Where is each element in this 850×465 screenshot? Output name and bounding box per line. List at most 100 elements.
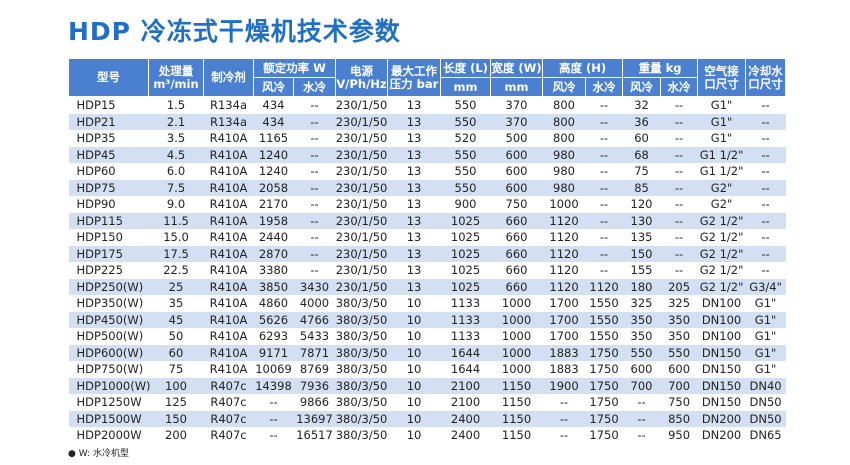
table-row: HDP1500W 150 R407c -- 13697 380/3/50 10 2400 115… bbox=[68, 410, 786, 427]
data-cell: 325 bbox=[668, 296, 691, 310]
data-cell: 700 bbox=[622, 377, 661, 394]
data-cell: 230/1/50 bbox=[335, 245, 388, 262]
data-cell: 180 bbox=[622, 278, 661, 295]
data-cell: G2" bbox=[710, 197, 733, 211]
data-cell: R410A bbox=[203, 179, 254, 196]
data-cell: 1133 bbox=[450, 296, 481, 310]
data-cell: 980 bbox=[542, 146, 586, 163]
data-cell: -- bbox=[660, 179, 698, 196]
header-cell: 宽度 (W) bbox=[490, 58, 544, 78]
data-cell: 10 bbox=[387, 344, 441, 361]
data-cell: 600 bbox=[630, 362, 653, 376]
data-cell: -- bbox=[293, 212, 336, 229]
data-cell: DN100 bbox=[701, 296, 742, 310]
data-cell: 1120 bbox=[549, 263, 579, 277]
data-cell: DN150 bbox=[701, 395, 742, 409]
data-cell: 60 bbox=[148, 344, 204, 361]
data-cell: 125 bbox=[165, 395, 187, 409]
data-cell: -- bbox=[745, 146, 786, 163]
model-cell: HDP45 bbox=[68, 146, 149, 163]
data-cell: 350 bbox=[630, 329, 653, 343]
data-cell: 7936 bbox=[293, 377, 336, 394]
data-cell: 600 bbox=[668, 362, 691, 376]
data-cell: 700 bbox=[660, 377, 698, 394]
data-cell: 980 bbox=[542, 179, 586, 196]
table-row: HDP750(W) 75 R410A 10069 8769 380/3/50 10 1644 1… bbox=[69, 361, 786, 378]
data-cell: G1" bbox=[710, 131, 733, 145]
model-cell: HDP15 bbox=[76, 98, 116, 112]
data-cell: 1000 bbox=[490, 344, 543, 361]
data-cell: 85 bbox=[622, 179, 661, 196]
data-cell: G1" bbox=[754, 329, 777, 343]
data-cell: 36 bbox=[622, 113, 661, 130]
data-cell: G1" bbox=[710, 98, 733, 112]
data-cell: -- bbox=[599, 131, 609, 145]
data-cell: 380/3/50 bbox=[335, 377, 388, 394]
data-cell: 2.1 bbox=[148, 113, 204, 130]
model-cell: HDP450(W) bbox=[68, 311, 149, 328]
data-cell: 660 bbox=[505, 230, 528, 244]
data-cell: 550 bbox=[622, 344, 661, 361]
model-cell: HDP250(W) bbox=[68, 278, 149, 295]
data-cell: 750 bbox=[505, 197, 528, 211]
data-cell: DN200 bbox=[701, 428, 742, 442]
model-cell: HDP1000(W) bbox=[68, 377, 151, 394]
data-cell: -- bbox=[559, 395, 569, 409]
data-cell: G2 1/2" bbox=[699, 230, 744, 244]
data-cell: R410A bbox=[203, 146, 254, 163]
table-body: HDP15 1.5 R134a 434 -- 230/1/50 13 550 370 800 -- 3… bbox=[68, 97, 786, 444]
data-cell: 434 bbox=[262, 98, 285, 112]
data-cell: 1000 bbox=[501, 362, 532, 376]
data-cell: 550 bbox=[660, 344, 698, 361]
data-cell: 1150 bbox=[501, 428, 532, 442]
data-cell: -- bbox=[637, 395, 646, 409]
data-cell: G2 1/2" bbox=[697, 245, 746, 262]
table-row: HDP115 11.5 R410A 1958 -- 230/1/50 13 1025 660 11… bbox=[68, 212, 786, 229]
data-cell: G1" bbox=[745, 311, 786, 328]
data-cell: R410A bbox=[209, 329, 248, 343]
data-cell: 660 bbox=[505, 263, 528, 277]
data-cell: 600 bbox=[490, 179, 543, 196]
table-row: HDP60 6.0 R410A 1240 -- 230/1/50 13 550 600 980 --… bbox=[69, 163, 786, 180]
data-cell: -- bbox=[293, 245, 336, 262]
data-cell: G2" bbox=[697, 179, 746, 196]
data-cell: 60 bbox=[634, 131, 649, 145]
data-cell: 35 bbox=[168, 296, 184, 310]
data-cell: 205 bbox=[660, 278, 698, 295]
data-cell: 2440 bbox=[258, 230, 289, 244]
model-cell: HDP225 bbox=[76, 263, 123, 277]
data-cell: -- bbox=[660, 113, 698, 130]
data-cell: 16517 bbox=[296, 428, 333, 442]
data-cell: 1550 bbox=[585, 311, 623, 328]
data-cell: 230/1/50 bbox=[335, 146, 388, 163]
data-cell: 2400 bbox=[440, 410, 491, 427]
data-cell: 1700 bbox=[542, 311, 586, 328]
data-cell: R410A bbox=[203, 344, 254, 361]
data-cell: 2100 bbox=[450, 395, 481, 409]
data-cell: 1120 bbox=[585, 278, 623, 295]
table-row: HDP225 22.5 R410A 3380 -- 230/1/50 13 1025 660 11… bbox=[69, 262, 786, 279]
data-cell: 3380 bbox=[258, 263, 289, 277]
data-cell: 1000 bbox=[549, 197, 579, 211]
subheader-cell: mm bbox=[440, 77, 492, 97]
data-cell: 550 bbox=[440, 113, 491, 130]
header-cell: 高度 (H) bbox=[542, 58, 624, 78]
data-cell: 13 bbox=[387, 179, 441, 196]
data-cell: 1165 bbox=[258, 131, 289, 145]
data-cell: R134a bbox=[203, 113, 254, 130]
data-cell: 13 bbox=[406, 263, 422, 277]
data-cell: 1750 bbox=[589, 395, 619, 409]
data-cell: R410A bbox=[203, 245, 254, 262]
data-cell: R410A bbox=[209, 362, 248, 376]
model-cell: HDP21 bbox=[68, 113, 149, 130]
data-cell: -- bbox=[761, 164, 770, 178]
data-cell: 1150 bbox=[490, 377, 543, 394]
data-cell: 10 bbox=[406, 329, 422, 343]
data-cell: 13 bbox=[387, 278, 441, 295]
data-cell: 10 bbox=[406, 296, 422, 310]
data-cell: 120 bbox=[630, 197, 653, 211]
data-cell: 10 bbox=[387, 410, 441, 427]
data-cell: 380/3/50 bbox=[335, 311, 388, 328]
data-cell: 10 bbox=[406, 395, 422, 409]
data-cell: 25 bbox=[148, 278, 204, 295]
